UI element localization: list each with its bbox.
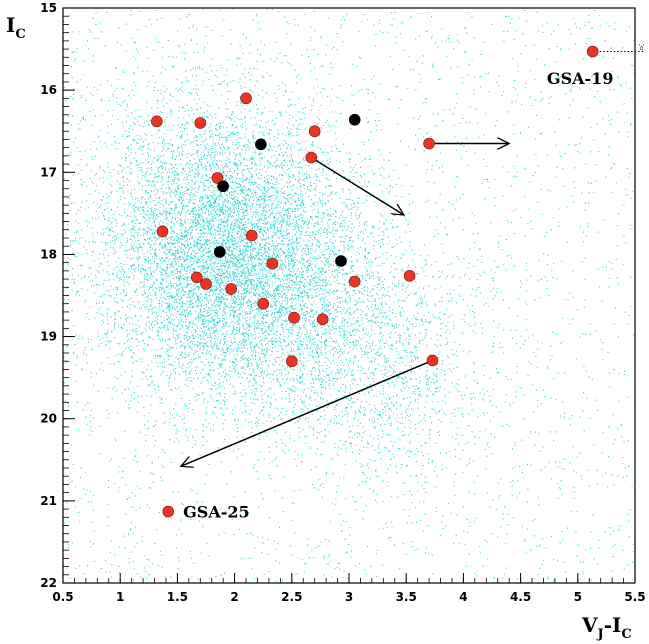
red-point bbox=[156, 225, 169, 238]
background-star-field bbox=[63, 8, 635, 583]
red-point bbox=[225, 283, 237, 295]
x-tick-label: 2.5 bbox=[281, 590, 302, 604]
y-axis-title: IC bbox=[6, 13, 26, 42]
x-tick-label: 0.5 bbox=[52, 590, 73, 604]
x-tick-label: 5.5 bbox=[624, 590, 645, 604]
black-point bbox=[217, 180, 229, 193]
red-point bbox=[316, 313, 329, 326]
red-point bbox=[245, 229, 258, 242]
red-point bbox=[266, 257, 279, 270]
x-tick-label: 3.5 bbox=[396, 590, 417, 604]
arrows-layer bbox=[181, 44, 645, 467]
arrow bbox=[181, 359, 433, 466]
x-tick-label: 4 bbox=[459, 590, 467, 604]
x-tick-label: 1 bbox=[116, 590, 124, 604]
black-point bbox=[255, 138, 267, 151]
axis-ticks: 0.5 1 1.5 2 2.5 3 3.5 4 4.5 5 5.5 15 16 17 18 19 20 21 22 bbox=[40, 1, 645, 604]
x-tick-label: 4.5 bbox=[510, 590, 531, 604]
red-point bbox=[211, 172, 224, 184]
red-point bbox=[285, 355, 298, 368]
annotation-label: GSA-25 bbox=[183, 503, 250, 522]
annotation-label: GSA-19 bbox=[547, 69, 614, 88]
x-tick-label: 2 bbox=[230, 590, 238, 604]
red-point bbox=[423, 137, 435, 150]
red-point bbox=[200, 278, 212, 290]
red-point bbox=[288, 311, 300, 324]
y-tick-label: 16 bbox=[40, 83, 57, 97]
red-point bbox=[308, 125, 321, 138]
background-star-dots bbox=[63, 8, 635, 583]
red-point bbox=[403, 269, 416, 282]
x-axis-title: VJ-IC bbox=[581, 613, 632, 642]
red-point bbox=[240, 92, 252, 105]
x-tick-label: 3 bbox=[345, 590, 353, 604]
y-tick-label: 22 bbox=[40, 576, 57, 590]
red-point bbox=[257, 297, 270, 310]
x-tick-label: 5 bbox=[574, 590, 582, 604]
arrow bbox=[310, 156, 404, 216]
red-point bbox=[305, 151, 318, 164]
red-point bbox=[426, 354, 439, 367]
red-point bbox=[191, 271, 203, 284]
x-tick-label: 1.5 bbox=[167, 590, 188, 604]
red-point bbox=[162, 505, 175, 518]
y-tick-label: 19 bbox=[40, 330, 57, 344]
red-point bbox=[151, 115, 163, 128]
red-point bbox=[348, 275, 361, 288]
black-point bbox=[348, 113, 361, 126]
y-tick-label: 18 bbox=[40, 247, 57, 261]
red-point bbox=[194, 117, 207, 129]
black-point bbox=[213, 246, 226, 258]
y-tick-label: 20 bbox=[40, 412, 57, 426]
data-points bbox=[151, 45, 599, 518]
y-tick-label: 17 bbox=[40, 165, 57, 179]
red-point bbox=[586, 45, 599, 58]
y-tick-label: 15 bbox=[40, 1, 57, 15]
dotted-arrow-marker bbox=[638, 44, 645, 51]
annotations: GSA-19 GSA-25 bbox=[183, 69, 613, 522]
black-point bbox=[335, 255, 347, 267]
y-tick-label: 21 bbox=[40, 494, 57, 508]
